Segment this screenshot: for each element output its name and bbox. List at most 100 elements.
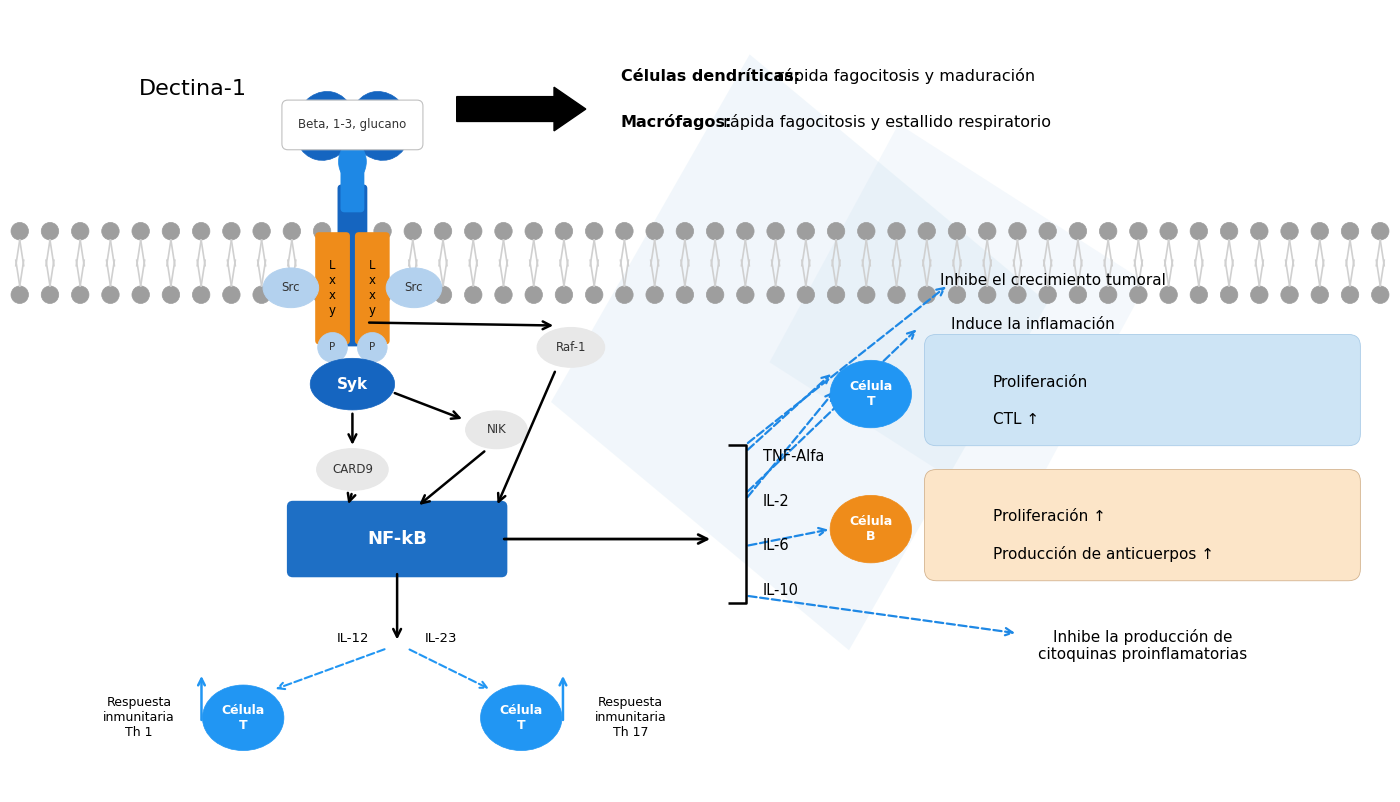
Text: Src: Src (281, 282, 300, 294)
Ellipse shape (294, 91, 354, 160)
FancyBboxPatch shape (340, 155, 364, 213)
Circle shape (1190, 222, 1208, 240)
Text: Inhibe el crecimiento tumoral: Inhibe el crecimiento tumoral (939, 273, 1165, 289)
Circle shape (162, 222, 179, 240)
Circle shape (11, 222, 28, 240)
Circle shape (556, 286, 573, 303)
Circle shape (494, 222, 512, 240)
Circle shape (888, 286, 906, 303)
Text: TNF-Alfa: TNF-Alfa (763, 449, 825, 464)
Circle shape (283, 222, 301, 240)
Circle shape (41, 286, 59, 303)
FancyBboxPatch shape (356, 232, 389, 344)
Polygon shape (770, 124, 1147, 521)
Text: Células dendríticas:: Células dendríticas: (620, 69, 799, 83)
Ellipse shape (263, 268, 319, 308)
Circle shape (827, 286, 844, 303)
Circle shape (858, 222, 875, 240)
FancyBboxPatch shape (315, 232, 350, 344)
Circle shape (162, 286, 179, 303)
Circle shape (797, 222, 815, 240)
Circle shape (616, 222, 633, 240)
Ellipse shape (319, 104, 346, 132)
Circle shape (525, 286, 542, 303)
Circle shape (374, 286, 391, 303)
Circle shape (1221, 286, 1238, 303)
Circle shape (1009, 286, 1026, 303)
Ellipse shape (358, 104, 386, 132)
Ellipse shape (480, 685, 561, 751)
Circle shape (357, 333, 388, 363)
Text: IL-6: IL-6 (763, 538, 790, 553)
Circle shape (41, 222, 59, 240)
Circle shape (1372, 222, 1389, 240)
Circle shape (948, 286, 966, 303)
Text: NIK: NIK (487, 423, 507, 436)
Ellipse shape (339, 143, 367, 180)
Circle shape (1341, 286, 1359, 303)
Circle shape (465, 222, 482, 240)
Circle shape (1281, 286, 1298, 303)
Circle shape (918, 286, 935, 303)
Text: Célula
B: Célula B (850, 515, 892, 543)
Text: L
x
x
y: L x x y (329, 259, 336, 318)
Circle shape (1099, 286, 1117, 303)
Ellipse shape (466, 411, 528, 448)
Circle shape (585, 286, 603, 303)
Circle shape (314, 286, 330, 303)
FancyBboxPatch shape (287, 500, 507, 577)
Text: Célula
T: Célula T (500, 704, 543, 731)
FancyArrow shape (456, 87, 585, 131)
Text: Syk: Syk (337, 377, 368, 391)
Circle shape (192, 286, 210, 303)
Circle shape (1070, 222, 1086, 240)
Circle shape (132, 222, 150, 240)
Text: Inhibe la producción de
citoquinas proinflamatorias: Inhibe la producción de citoquinas proin… (1037, 629, 1247, 662)
Ellipse shape (203, 685, 284, 751)
Text: Proliferación: Proliferación (993, 375, 1088, 390)
Circle shape (1130, 222, 1147, 240)
Circle shape (1341, 222, 1359, 240)
Text: Dectina-1: Dectina-1 (139, 79, 246, 99)
Text: rápida fagocitosis y maduración: rápida fagocitosis y maduración (771, 68, 1035, 84)
Circle shape (283, 286, 301, 303)
Text: rápida fagocitosis y estallido respiratorio: rápida fagocitosis y estallido respirato… (718, 114, 1051, 130)
Circle shape (1009, 222, 1026, 240)
Text: Producción de anticuerpos ↑: Producción de anticuerpos ↑ (993, 546, 1214, 562)
Circle shape (11, 286, 28, 303)
Circle shape (797, 286, 815, 303)
Circle shape (1099, 222, 1117, 240)
Ellipse shape (386, 268, 442, 308)
Text: CTL ↑: CTL ↑ (993, 412, 1039, 427)
Text: IL-12: IL-12 (337, 632, 370, 645)
Circle shape (556, 222, 573, 240)
Circle shape (767, 222, 784, 240)
Circle shape (223, 222, 241, 240)
Text: CARD9: CARD9 (332, 463, 372, 476)
Text: Induce la inflamación: Induce la inflamación (951, 317, 1114, 332)
FancyBboxPatch shape (281, 100, 423, 150)
Circle shape (767, 286, 784, 303)
Text: Célula
T: Célula T (221, 704, 265, 731)
Circle shape (374, 222, 391, 240)
Circle shape (1281, 222, 1298, 240)
FancyBboxPatch shape (337, 184, 367, 346)
Circle shape (1039, 286, 1057, 303)
Ellipse shape (830, 360, 911, 427)
Polygon shape (552, 55, 1047, 650)
Circle shape (1039, 222, 1057, 240)
Text: Respuesta
inmunitaria
Th 1: Respuesta inmunitaria Th 1 (104, 696, 175, 739)
FancyBboxPatch shape (924, 469, 1361, 581)
Circle shape (1159, 286, 1177, 303)
Circle shape (676, 286, 693, 303)
Circle shape (888, 222, 906, 240)
Circle shape (979, 286, 995, 303)
Circle shape (434, 286, 452, 303)
Circle shape (192, 222, 210, 240)
Text: Raf-1: Raf-1 (556, 341, 587, 354)
Text: IL-2: IL-2 (763, 494, 790, 508)
Circle shape (707, 222, 724, 240)
Circle shape (676, 222, 693, 240)
Circle shape (253, 286, 270, 303)
Circle shape (736, 286, 755, 303)
